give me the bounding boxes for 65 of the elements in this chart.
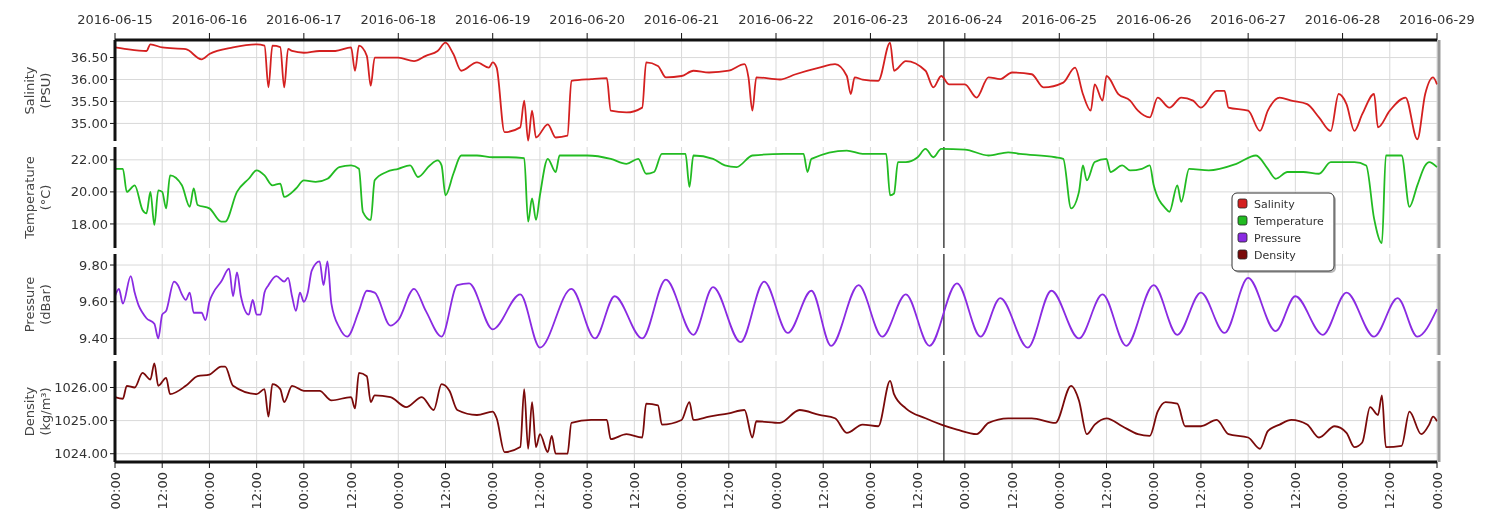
x-tick-label: 00:00	[862, 472, 878, 510]
y-tick-label: 9.40	[79, 331, 108, 347]
y-axis-title: Pressure (dBar)	[22, 276, 53, 333]
x-tick-label: 00:00	[579, 472, 595, 510]
y-axis-title: Salinity (PSU)	[22, 66, 53, 115]
x-tick-label: 00:00	[296, 472, 312, 510]
x-tick-label: 12:00	[1287, 472, 1303, 510]
x-tick-label: 00:00	[1146, 472, 1162, 510]
x-tick-label: 12:00	[438, 472, 454, 510]
x-tick-label: 00:00	[768, 472, 784, 510]
x2-tick-label: 2016-06-26	[1115, 12, 1192, 27]
legend-label: Density	[1254, 248, 1297, 262]
x-tick-label: 00:00	[1429, 472, 1445, 510]
x-tick-label: 12:00	[1099, 472, 1115, 510]
x-tick-label: 00:00	[201, 472, 217, 510]
x-tick-label: 00:00	[1051, 472, 1067, 510]
y-tick-label: 35.00	[70, 115, 108, 131]
x-tick-label: 00:00	[390, 472, 406, 510]
x2-tick-label: 2016-06-19	[454, 12, 531, 27]
y-tick-label: 1025.00	[54, 413, 108, 429]
x2-tick-label: 2016-06-24	[927, 12, 1003, 27]
x-tick-label: 00:00	[957, 472, 973, 510]
y-tick-label: 36.00	[70, 72, 108, 88]
x2-tick-label: 2016-06-18	[360, 12, 437, 27]
x2-tick-label: 2016-06-16	[171, 12, 248, 27]
x2-tick-label: 2016-06-29	[1399, 12, 1475, 27]
legend-label: Salinity	[1254, 197, 1296, 211]
x-tick-label: 12:00	[910, 472, 926, 510]
x-tick-label: 00:00	[485, 472, 501, 510]
y-tick-label: 9.60	[79, 294, 108, 310]
x-tick-label: 12:00	[1382, 472, 1398, 510]
y-tick-label: 20.00	[70, 184, 108, 200]
x2-tick-label: 2016-06-21	[643, 12, 720, 27]
x-tick-label: 12:00	[1193, 472, 1209, 510]
x2-tick-label: 2016-06-15	[77, 12, 153, 27]
x-tick-label: 12:00	[815, 472, 831, 510]
x-tick-label: 00:00	[1240, 472, 1256, 510]
x2-tick-label: 2016-06-23	[832, 12, 909, 27]
y-tick-label: 9.80	[79, 257, 108, 273]
x-tick-label: 12:00	[721, 472, 737, 510]
x-tick-label: 12:00	[343, 472, 359, 510]
x-tick-label: 12:00	[1004, 472, 1020, 510]
x-tick-label: 12:00	[626, 472, 642, 510]
x-tick-label: 12:00	[249, 472, 265, 510]
x-tick-label: 12:00	[154, 472, 170, 510]
x2-tick-label: 2016-06-20	[549, 12, 625, 27]
x-tick-label: 00:00	[674, 472, 690, 510]
x-tick-label: 12:00	[532, 472, 548, 510]
y-axis-title: Temperature (°C)	[22, 156, 53, 240]
x2-tick-label: 2016-06-28	[1304, 12, 1381, 27]
x2-tick-label: 2016-06-25	[1021, 12, 1098, 27]
y-axis-title: Density (kg/m³)	[22, 386, 53, 437]
legend-label: Temperature	[1253, 214, 1324, 228]
y-tick-label: 35.50	[70, 94, 108, 110]
x2-tick-label: 2016-06-17	[266, 12, 342, 27]
y-tick-label: 18.00	[70, 216, 108, 232]
x-tick-label: 00:00	[1335, 472, 1351, 510]
y-tick-label: 22.00	[70, 152, 108, 168]
legend-label: Pressure	[1254, 231, 1302, 245]
y-tick-label: 1024.00	[54, 446, 108, 462]
y-tick-label: 1026.00	[54, 380, 108, 396]
x2-tick-label: 2016-06-22	[738, 12, 814, 27]
y-tick-label: 36.50	[70, 50, 108, 66]
x-tick-label: 00:00	[107, 472, 123, 510]
x2-tick-label: 2016-06-27	[1210, 12, 1286, 27]
